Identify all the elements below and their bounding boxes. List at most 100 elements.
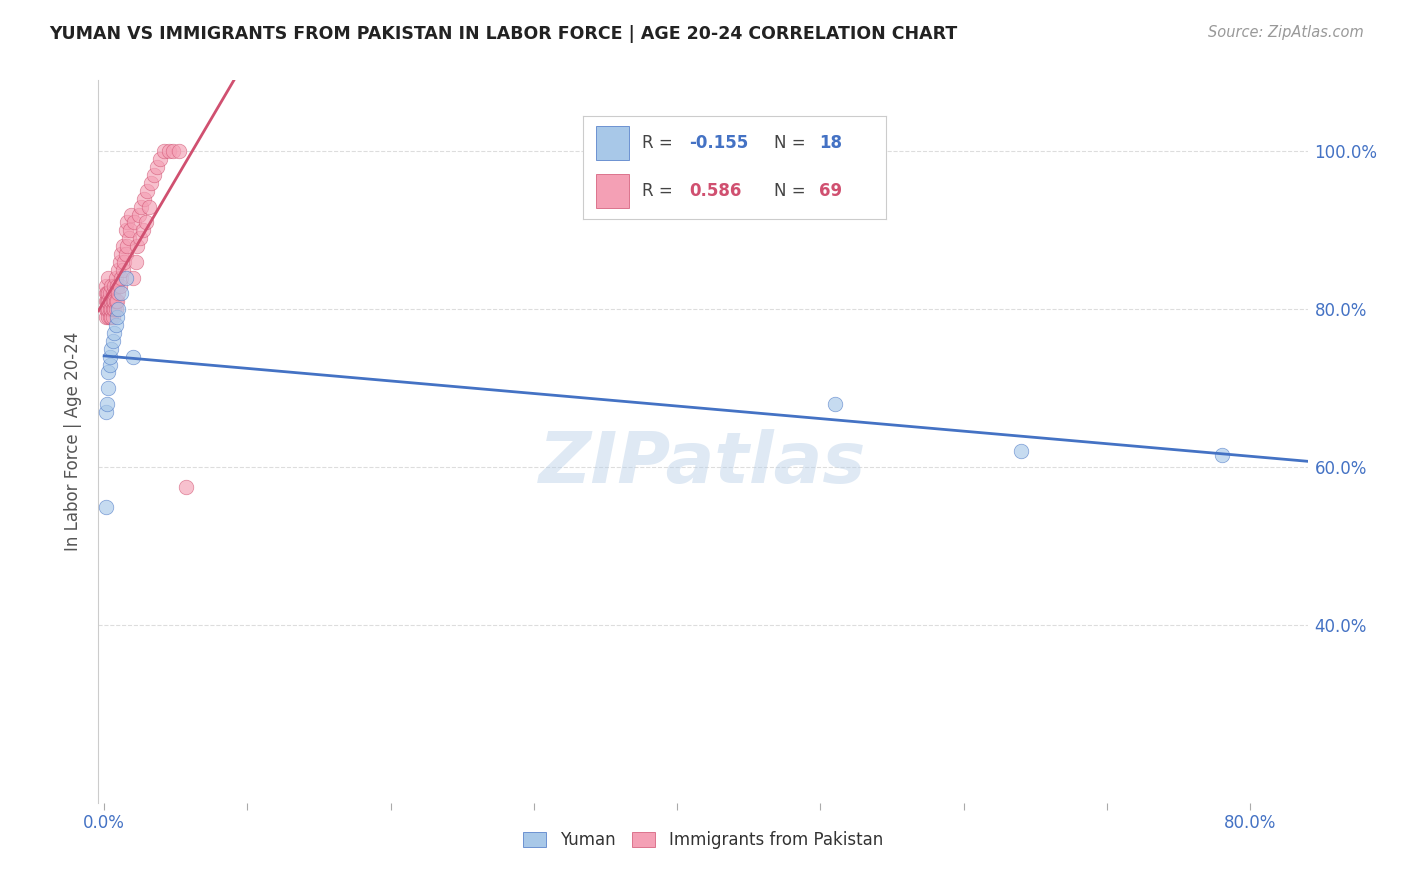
Point — [107, 286, 129, 301]
Point — [112, 255, 135, 269]
Point — [97, 270, 120, 285]
Point — [121, 350, 143, 364]
Bar — [596, 126, 628, 160]
Point — [127, 239, 149, 253]
Point — [100, 342, 122, 356]
Point — [101, 334, 124, 348]
Point — [114, 247, 136, 261]
Point — [122, 215, 145, 229]
Point — [100, 310, 122, 325]
Point — [107, 262, 129, 277]
Point — [98, 286, 121, 301]
Point — [131, 200, 153, 214]
Point — [110, 286, 132, 301]
Point — [101, 294, 124, 309]
Text: N =: N = — [773, 134, 811, 153]
Point — [111, 239, 134, 253]
Point — [134, 192, 156, 206]
Point — [121, 270, 143, 285]
Point — [153, 145, 176, 159]
Point — [115, 215, 138, 229]
Point — [104, 294, 127, 309]
Point — [94, 286, 117, 301]
Point — [108, 255, 131, 269]
Point — [149, 153, 172, 167]
Point — [101, 286, 124, 301]
Point — [94, 302, 117, 317]
Point — [103, 278, 125, 293]
Point — [138, 200, 160, 214]
Point — [1211, 448, 1233, 462]
Point — [136, 184, 159, 198]
Point — [94, 310, 117, 325]
Text: N =: N = — [773, 182, 811, 201]
Point — [103, 326, 125, 340]
Point — [98, 350, 121, 364]
Point — [141, 176, 163, 190]
Point — [103, 302, 125, 317]
Point — [111, 262, 134, 277]
Text: Source: ZipAtlas.com: Source: ZipAtlas.com — [1208, 25, 1364, 40]
Text: -0.155: -0.155 — [689, 134, 748, 153]
Text: ZIPatlas: ZIPatlas — [540, 429, 866, 498]
Point — [162, 145, 184, 159]
Text: R =: R = — [643, 134, 679, 153]
Point — [128, 207, 150, 221]
Point — [114, 270, 136, 285]
Text: 0.586: 0.586 — [689, 182, 742, 201]
Point — [105, 310, 128, 325]
Point — [96, 286, 118, 301]
Point — [110, 247, 132, 261]
Point — [174, 480, 197, 494]
Point — [1010, 444, 1032, 458]
Point — [100, 302, 122, 317]
Point — [96, 302, 118, 317]
Point — [101, 302, 124, 317]
Point — [114, 223, 136, 237]
Text: YUMAN VS IMMIGRANTS FROM PAKISTAN IN LABOR FORCE | AGE 20-24 CORRELATION CHART: YUMAN VS IMMIGRANTS FROM PAKISTAN IN LAB… — [49, 25, 957, 43]
Point — [105, 278, 128, 293]
Point — [146, 160, 169, 174]
Bar — [596, 175, 628, 208]
Point — [110, 270, 132, 285]
Point — [104, 270, 127, 285]
Point — [96, 294, 118, 309]
Point — [96, 397, 118, 411]
Point — [124, 255, 146, 269]
Point — [98, 302, 121, 317]
Point — [118, 223, 141, 237]
Point — [97, 366, 120, 380]
Point — [157, 145, 180, 159]
Legend: Yuman, Immigrants from Pakistan: Yuman, Immigrants from Pakistan — [516, 824, 890, 856]
Point — [97, 286, 120, 301]
Point — [100, 294, 122, 309]
Point — [117, 231, 139, 245]
Point — [97, 310, 120, 325]
Point — [129, 231, 152, 245]
Point — [104, 302, 127, 317]
Point — [107, 302, 129, 317]
Point — [94, 294, 117, 309]
Point — [98, 310, 121, 325]
Point — [94, 405, 117, 419]
Point — [115, 239, 138, 253]
Point — [135, 215, 157, 229]
Point — [97, 381, 120, 395]
Point — [120, 207, 142, 221]
Point — [104, 318, 127, 332]
Point — [143, 168, 166, 182]
Point — [103, 294, 125, 309]
Point — [97, 294, 120, 309]
Y-axis label: In Labor Force | Age 20-24: In Labor Force | Age 20-24 — [65, 332, 83, 551]
Point — [98, 358, 121, 372]
Point — [132, 223, 155, 237]
Text: 69: 69 — [820, 182, 842, 201]
Text: 18: 18 — [820, 134, 842, 153]
Point — [101, 310, 124, 325]
Point — [97, 302, 120, 317]
Point — [94, 278, 117, 293]
Point — [105, 294, 128, 309]
Point — [824, 397, 846, 411]
Point — [108, 278, 131, 293]
Point — [167, 145, 190, 159]
